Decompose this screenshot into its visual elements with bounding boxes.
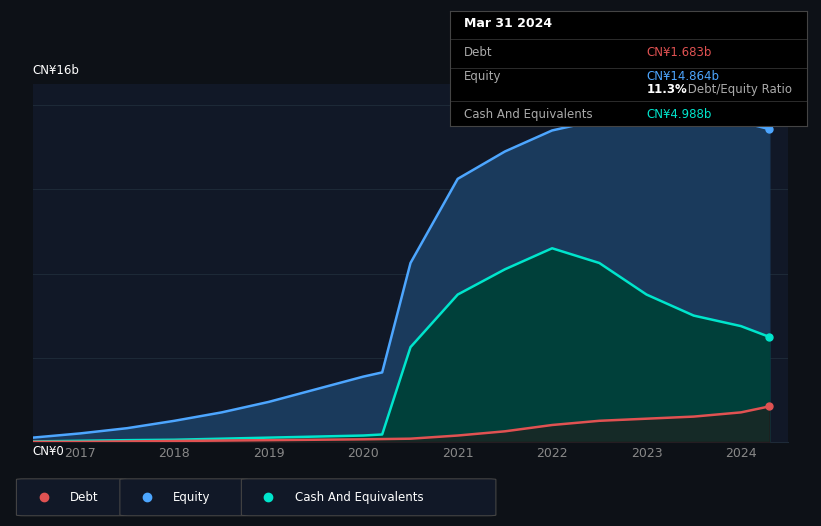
Text: Equity: Equity — [173, 491, 211, 504]
FancyBboxPatch shape — [16, 479, 126, 515]
Text: CN¥0: CN¥0 — [33, 446, 65, 459]
Text: CN¥16b: CN¥16b — [33, 64, 80, 77]
Text: Debt: Debt — [70, 491, 99, 504]
Text: CN¥14.864b: CN¥14.864b — [646, 70, 719, 83]
Text: CN¥4.988b: CN¥4.988b — [646, 108, 712, 121]
Text: CN¥1.683b: CN¥1.683b — [646, 46, 712, 59]
FancyBboxPatch shape — [241, 479, 496, 515]
Text: Mar 31 2024: Mar 31 2024 — [464, 17, 553, 30]
Text: Debt/Equity Ratio: Debt/Equity Ratio — [684, 83, 791, 96]
Text: Cash And Equivalents: Cash And Equivalents — [464, 108, 593, 121]
FancyBboxPatch shape — [120, 479, 248, 515]
Text: 11.3%: 11.3% — [646, 83, 687, 96]
Text: Cash And Equivalents: Cash And Equivalents — [295, 491, 424, 504]
Text: Debt: Debt — [464, 46, 493, 59]
Text: Equity: Equity — [464, 70, 502, 83]
